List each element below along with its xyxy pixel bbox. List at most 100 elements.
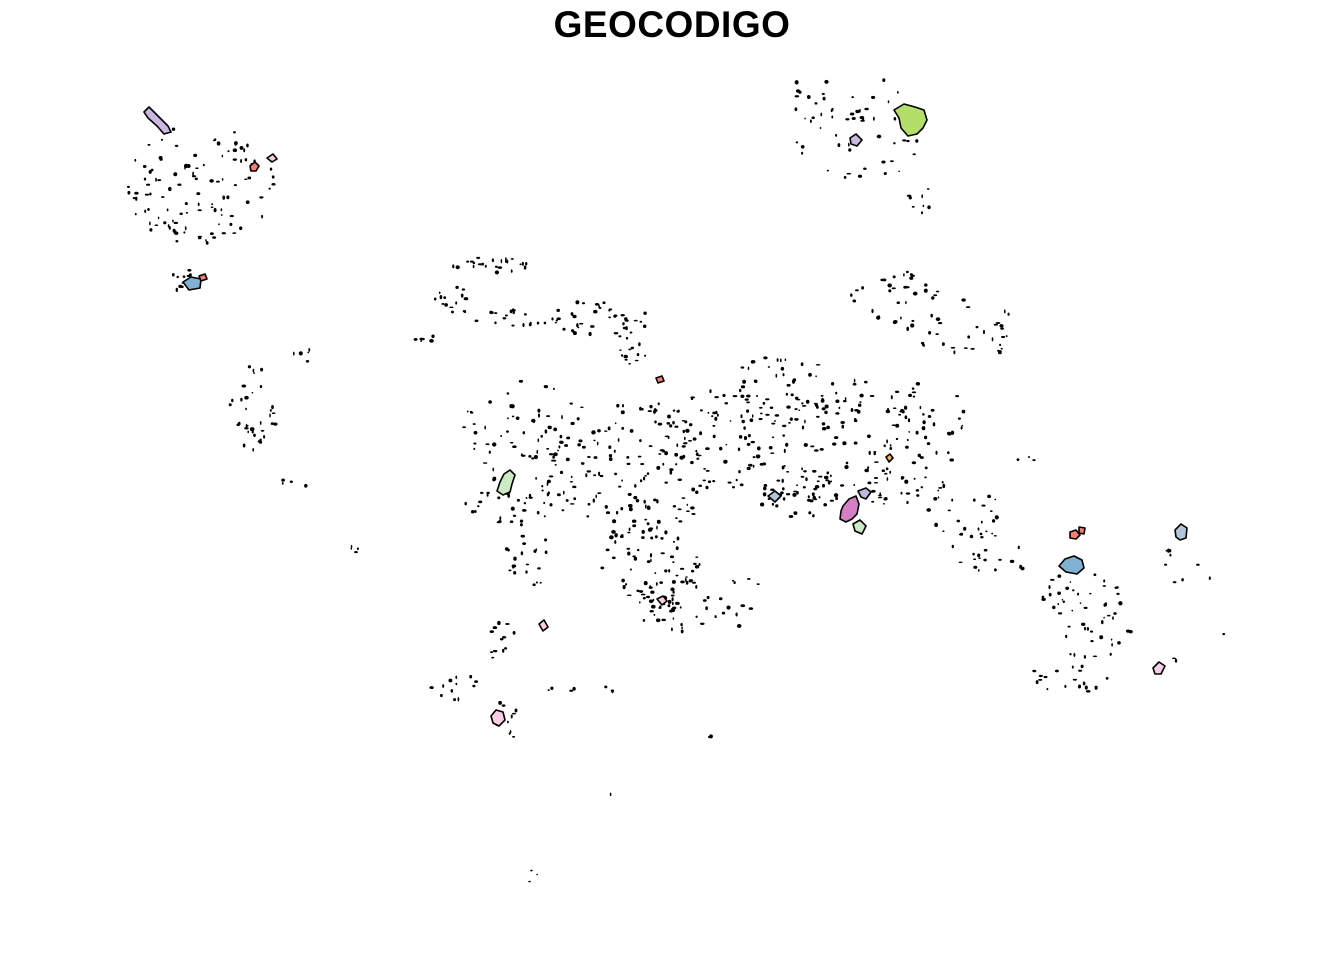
zone-outline [827, 480, 831, 485]
zone-polygon-salmon-center [655, 375, 665, 384]
zone-outline [967, 335, 971, 339]
zone-outline [712, 424, 716, 427]
zone-outline [670, 627, 673, 632]
zone-outline [915, 381, 921, 386]
zone-outline [884, 472, 888, 475]
zone-outline [805, 477, 808, 482]
zone-outline [598, 471, 601, 476]
zone-outline [758, 417, 763, 421]
zone-outline [864, 380, 868, 384]
zone-outline [838, 406, 841, 410]
zone-outline [871, 489, 876, 493]
zone-outline [851, 117, 856, 120]
zone-outline [823, 475, 829, 480]
zone-outline [732, 486, 735, 489]
zone-outline [900, 316, 902, 320]
zone-outline [801, 405, 807, 407]
zone-outline [771, 436, 775, 439]
zone-outline [774, 420, 776, 422]
zone-outline [627, 594, 632, 597]
zone-outline [821, 422, 826, 426]
zone-outline [941, 342, 945, 346]
zone-outline [983, 558, 987, 562]
zone-outline [209, 179, 214, 183]
zone-outline [1054, 669, 1059, 673]
zone-outline [706, 595, 710, 600]
zone-outline [675, 463, 678, 466]
zone-outline [634, 359, 639, 362]
zone-outline [598, 304, 600, 308]
zone-outline [780, 366, 785, 371]
zone-outline [762, 462, 767, 466]
zone-outline [576, 417, 580, 421]
zone-outline [247, 176, 252, 180]
zone-outline [908, 431, 911, 433]
zone-outline [800, 475, 805, 478]
zone-outline [892, 320, 897, 325]
zone-outline [1116, 586, 1119, 589]
zone-outline [577, 443, 581, 447]
zone-outline [491, 656, 495, 659]
zone-outline [655, 582, 658, 586]
zone-outline [461, 288, 466, 291]
zone-outline [642, 618, 646, 622]
zone-outline [536, 321, 540, 325]
zone-outline [510, 441, 514, 444]
zone-outline [868, 450, 871, 455]
zone-outline [443, 296, 447, 299]
zone-outline [572, 485, 577, 489]
zone-outline [650, 590, 655, 594]
zone-outline [633, 556, 638, 561]
zone-outline [273, 422, 278, 426]
zone-outline [1111, 642, 1113, 647]
zone-outline [679, 567, 685, 570]
zone-outline [440, 693, 443, 698]
zone-outline [921, 194, 924, 199]
zone-outline [621, 426, 625, 430]
zone-outline [627, 504, 633, 508]
zone-outline [469, 674, 473, 679]
zone-outline [649, 585, 652, 588]
zone-outline [350, 544, 353, 548]
zone-outline [819, 127, 822, 129]
zone-outline [798, 90, 802, 94]
zone-outline [1072, 589, 1075, 592]
zone-outline [1072, 678, 1078, 681]
zone-outline [512, 514, 517, 517]
zone-outline [281, 482, 284, 485]
zone-outline [569, 480, 573, 483]
zone-outline [245, 407, 247, 411]
zone-outline [782, 424, 787, 428]
zone-outline [1067, 625, 1071, 628]
zone-outline [134, 158, 137, 162]
zone-outline [681, 420, 686, 422]
zone-outline [961, 298, 966, 302]
zone-outline [245, 200, 250, 205]
zone-outline [500, 258, 503, 264]
zone-outline [625, 326, 628, 331]
zone-outline [887, 283, 892, 288]
zone-outline [618, 335, 622, 338]
zone-outline [552, 455, 555, 459]
zone-outline [685, 576, 688, 578]
zone-outline [915, 139, 919, 143]
zone-outline [820, 398, 825, 403]
zone-outline [547, 689, 550, 692]
zone-outline [1071, 665, 1074, 669]
zone-outline [688, 423, 693, 427]
zone-outline [981, 504, 986, 507]
zone-outline [686, 510, 690, 513]
zone-outline [126, 185, 130, 189]
zone-outline [983, 548, 988, 552]
zone-outline [715, 410, 718, 415]
zone-outline [576, 323, 579, 328]
zone-outline [1032, 459, 1036, 462]
zone-outline [674, 452, 679, 457]
zone-outline [515, 416, 520, 421]
zone-outline [731, 579, 735, 582]
zone-outline [592, 498, 595, 503]
zone-outline [281, 478, 285, 482]
zone-outline [695, 585, 698, 589]
zone-outline [983, 329, 985, 335]
zone-outline [857, 174, 863, 178]
